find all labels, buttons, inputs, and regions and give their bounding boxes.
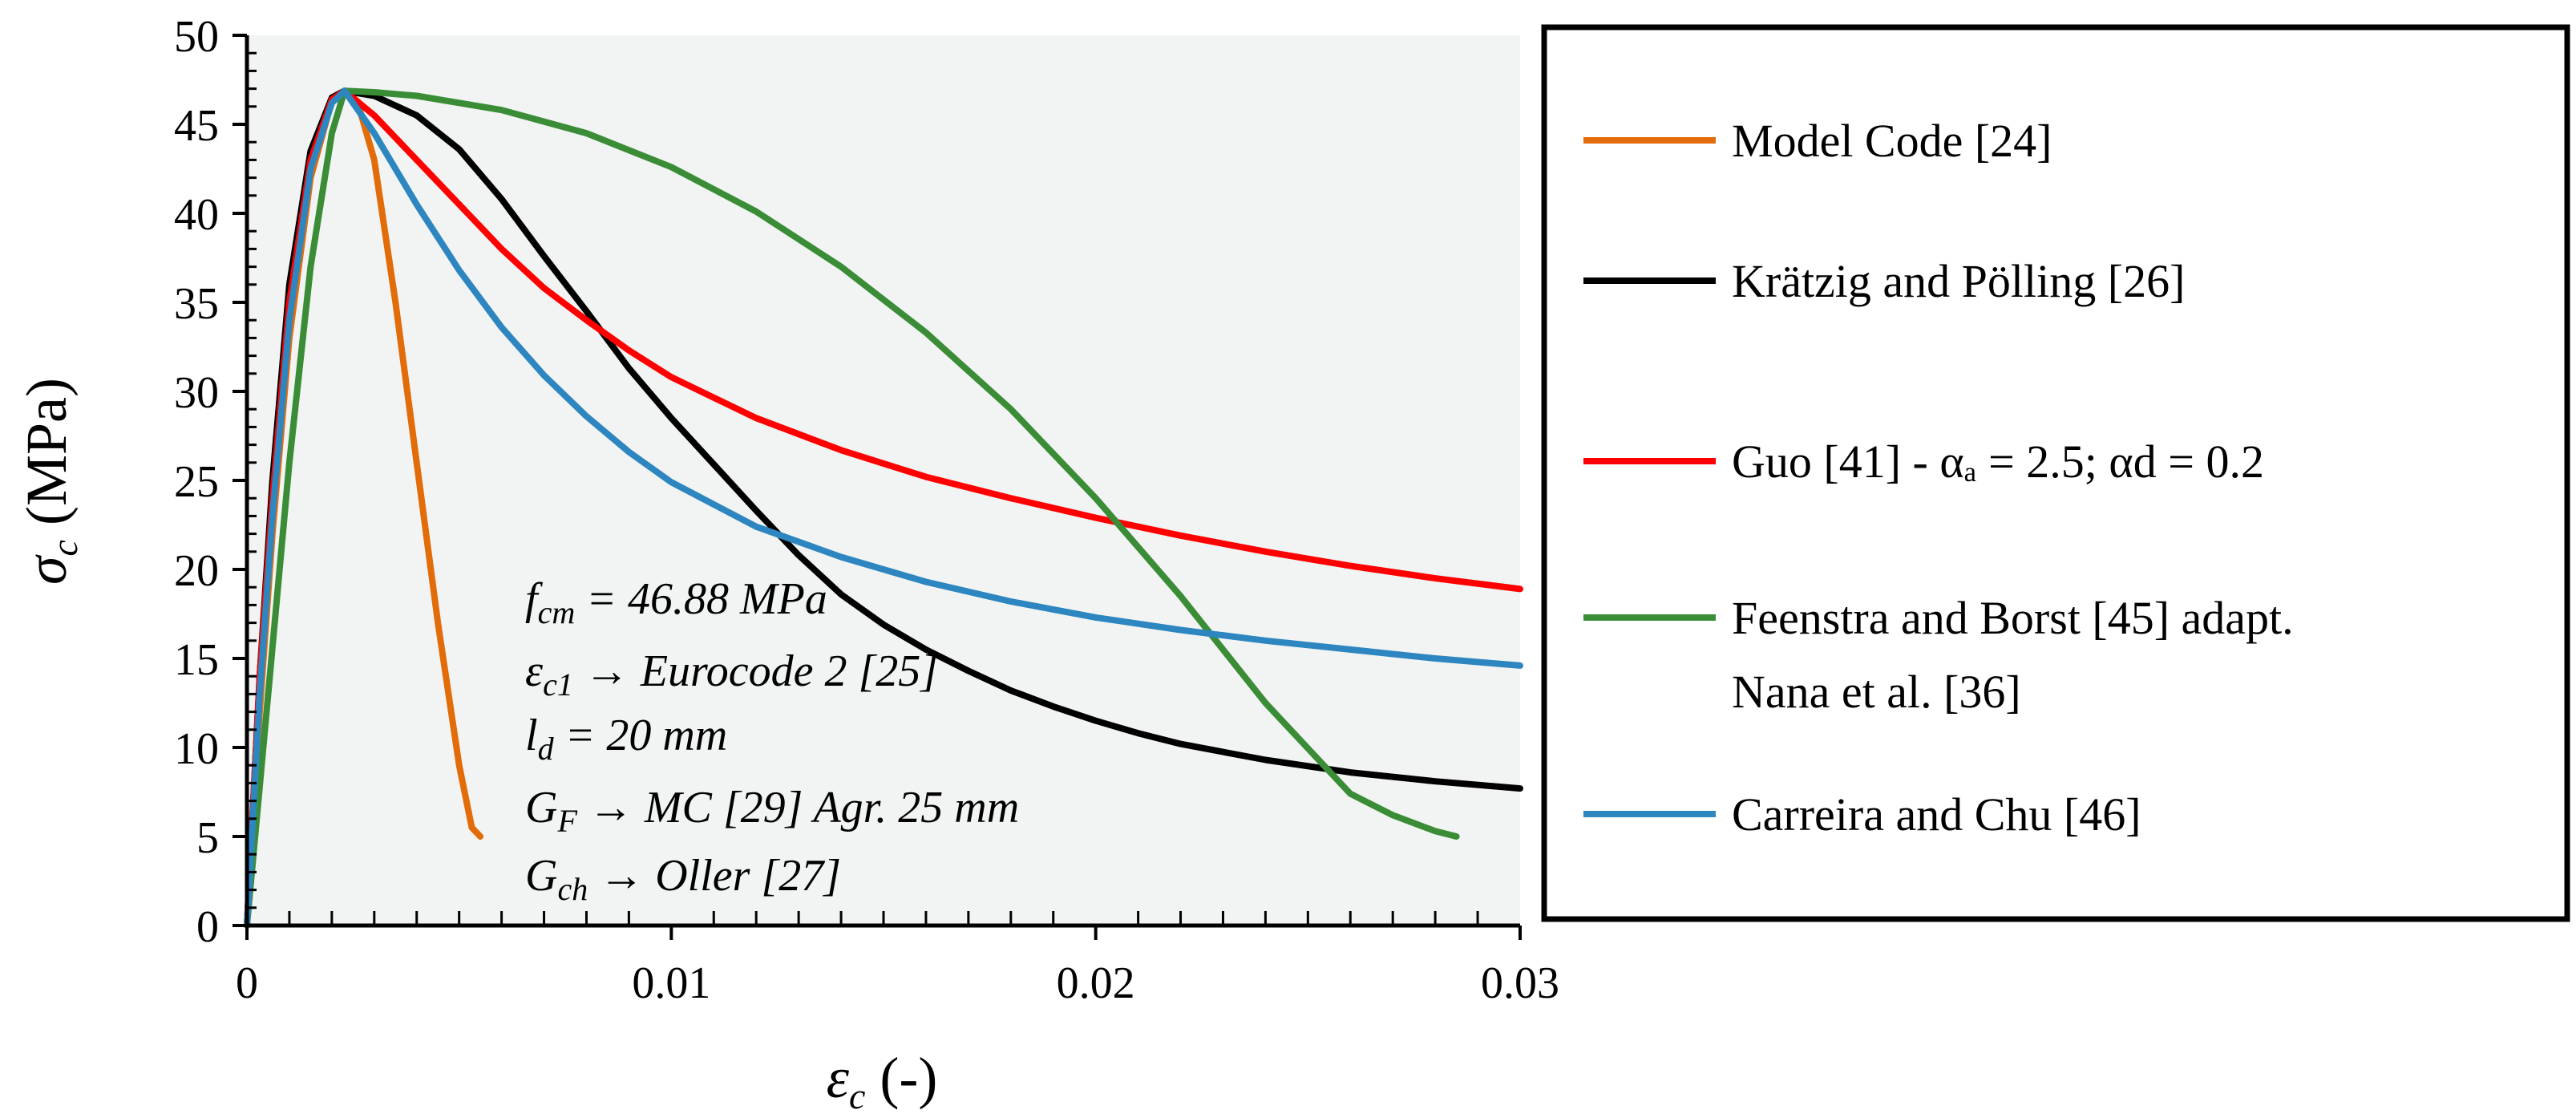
y-tick-label: 25	[174, 457, 219, 507]
legend-label-feenstra-line2: Nana et al. [36]	[1732, 666, 2021, 718]
annotation-gf: GF → MC [29] Agr. 25 mm	[525, 783, 1019, 839]
y-tick-label: 35	[174, 279, 219, 329]
series-layer	[244, 87, 1523, 929]
y-tick-label: 5	[196, 813, 219, 863]
y-tick-label: 0	[196, 902, 219, 952]
x-tick-label: 0	[236, 958, 258, 1008]
legend-label-feenstra: Feenstra and Borst [45] adapt.	[1732, 592, 2294, 644]
y-tick-label: 40	[174, 190, 219, 240]
y-tick-label: 15	[174, 635, 219, 685]
x-axis-title-unit: (-)	[865, 1046, 937, 1110]
legend: Model Code [24] Krätzig and Pölling [26]…	[1541, 24, 2570, 922]
y-axis-title-symbol: σ	[14, 554, 79, 585]
legend-label-model-code: Model Code [24]	[1732, 115, 2052, 167]
legend-label-kratzig: Krätzig and Pölling [26]	[1732, 255, 2185, 307]
annotation-block: fcm = 46.88 MPa εc1 → Eurocode 2 [25] ld…	[525, 574, 1019, 907]
legend-frame	[1541, 24, 2570, 922]
curve-carreira-chu	[244, 87, 1523, 929]
y-tick-labels: 0 5 10 15 20 25 30 35 40 45 50	[174, 12, 219, 952]
y-axis-title-subscript: c	[44, 540, 85, 556]
x-axis-title: εc (-)	[827, 1046, 938, 1116]
y-tick-label: 45	[174, 101, 219, 151]
x-tick-label: 0.01	[632, 958, 710, 1008]
legend-label-carreira: Carreira and Chu [46]	[1732, 788, 2141, 841]
ticks-layer	[233, 34, 1522, 940]
y-tick-label: 20	[174, 546, 219, 596]
annotation-ec1: εc1 → Eurocode 2 [25]	[525, 646, 938, 703]
x-tick-label: 0.03	[1481, 958, 1559, 1008]
annotation-gch: Gch → Oller [27]	[525, 851, 841, 907]
x-axis-title-symbol: ε	[827, 1046, 850, 1110]
x-tick-labels: 0 0.01 0.02 0.03	[236, 958, 1559, 1008]
y-tick-label: 30	[174, 368, 219, 418]
y-axis-title: σc (MPa)	[14, 378, 85, 585]
x-axis-title-subscript: c	[849, 1075, 865, 1116]
y-axis-title-unit: (MPa)	[14, 378, 79, 540]
x-tick-label: 0.02	[1057, 958, 1135, 1008]
curve-feenstra-borst	[244, 87, 1460, 929]
legend-label-guo: Guo [41] - αₐ = 2.5; αd = 0.2	[1732, 435, 2264, 488]
annotation-fcm: fcm = 46.88 MPa	[525, 574, 827, 630]
y-tick-label: 10	[174, 724, 219, 774]
annotation-ld: ld = 20 mm	[525, 711, 727, 767]
y-tick-label: 50	[174, 12, 219, 62]
